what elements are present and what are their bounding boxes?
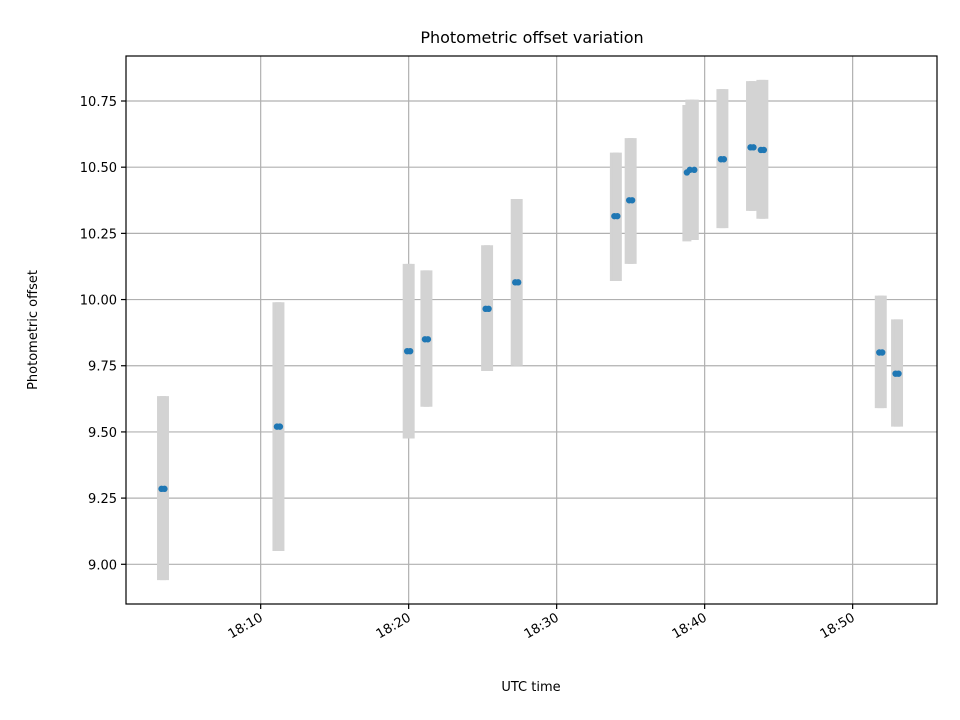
x-tick-label: 18:50 bbox=[818, 610, 858, 642]
y-tick-label: 10.25 bbox=[80, 227, 117, 242]
x-tick-label: 18:10 bbox=[226, 610, 266, 642]
data-point bbox=[276, 423, 284, 430]
plot-frame bbox=[125, 55, 938, 605]
data-point bbox=[514, 279, 522, 286]
data-point bbox=[614, 212, 621, 220]
y-tick-label: 10.50 bbox=[80, 161, 117, 176]
data-point bbox=[879, 349, 886, 356]
point-layer bbox=[158, 144, 902, 493]
errorbar-layer bbox=[157, 79, 904, 581]
x-tick-label: 18:30 bbox=[522, 610, 562, 642]
y-tick-label: 10.00 bbox=[80, 294, 117, 309]
chart-title: Photometric offset variation bbox=[420, 28, 643, 47]
data-point bbox=[424, 336, 432, 343]
data-point bbox=[760, 146, 768, 154]
x-tick-label: 18:40 bbox=[670, 610, 710, 642]
grid-layer bbox=[126, 56, 937, 604]
x-tick-label: 18:20 bbox=[374, 610, 414, 642]
y-tick-label: 9.75 bbox=[88, 360, 117, 375]
x-axis-label: UTC time bbox=[501, 680, 560, 695]
data-point bbox=[406, 347, 414, 355]
data-point bbox=[628, 197, 636, 204]
x-axis: 18:10 18:20 18:30 18:40 18:50 bbox=[226, 604, 858, 642]
data-point bbox=[686, 166, 694, 174]
y-axis-label: Photometric offset bbox=[26, 270, 41, 390]
y-tick-label: 10.75 bbox=[80, 95, 117, 110]
data-point bbox=[750, 144, 757, 151]
data-point bbox=[895, 370, 902, 377]
y-tick-label: 9.00 bbox=[88, 558, 117, 573]
data-point bbox=[485, 305, 492, 313]
data-point bbox=[720, 156, 728, 163]
y-tick-label: 9.50 bbox=[88, 426, 117, 441]
y-tick-label: 9.25 bbox=[88, 492, 117, 507]
data-point bbox=[691, 166, 698, 174]
data-point bbox=[161, 485, 168, 493]
y-axis: 9.00 9.25 9.50 9.75 10.00 10.25 10.50 10.75 bbox=[80, 95, 126, 573]
